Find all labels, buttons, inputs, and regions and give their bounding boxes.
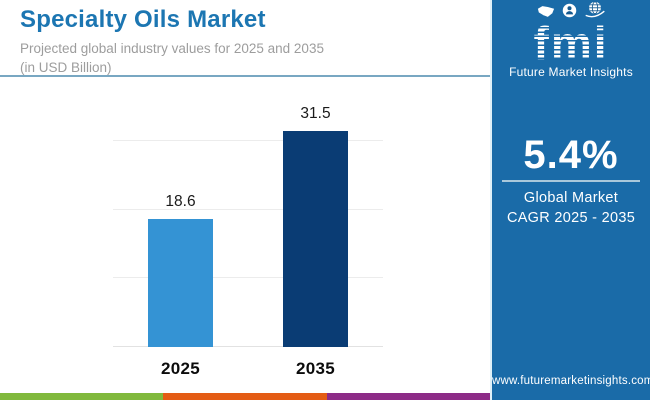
bar-plot: 18.6 2025 31.5 2035 bbox=[113, 105, 383, 378]
value-label: 31.5 bbox=[300, 104, 331, 122]
bar-2035 bbox=[283, 130, 348, 347]
footer-stripes bbox=[0, 393, 490, 400]
page-title: Specialty Oils Market bbox=[20, 6, 266, 33]
bar-2025 bbox=[148, 219, 213, 347]
chart-panel: Specialty Oils Market Projected global i… bbox=[0, 6, 490, 378]
stat-divider bbox=[502, 180, 640, 182]
footer-stripe-3 bbox=[326, 393, 490, 400]
category-label: 2035 bbox=[295, 359, 336, 378]
x-axis-baseline bbox=[113, 346, 383, 347]
fmi-logo-tagline: Future Market Insights bbox=[509, 65, 633, 79]
person-icon bbox=[562, 3, 577, 23]
subtitle-line-1: Projected global industry values for 202… bbox=[20, 41, 324, 56]
cagr-label-line-2: CAGR 2025 - 2035 bbox=[506, 210, 636, 226]
website-link[interactable]: www.futuremarketinsights.com bbox=[492, 375, 650, 387]
logo-icon-row bbox=[492, 1, 650, 23]
page-subtitle: Projected global industry values for 202… bbox=[20, 40, 324, 77]
value-label: 18.6 bbox=[165, 193, 196, 211]
brand-sidebar: fmi Future Market Insights 5.4% Global M… bbox=[490, 0, 650, 400]
gridline bbox=[113, 140, 383, 142]
subtitle-line-2: (in USD Billion) bbox=[20, 59, 112, 75]
category-label: 2025 bbox=[160, 359, 201, 378]
cagr-label: Global Market CAGR 2025 - 2035 bbox=[492, 188, 650, 228]
fmi-logo: fmi Future Market Insights bbox=[492, 1, 650, 79]
cagr-value: 5.4% bbox=[523, 133, 619, 177]
footer-stripe-2 bbox=[163, 393, 327, 400]
footer-stripe-1 bbox=[0, 393, 164, 400]
globe-icon bbox=[584, 1, 606, 23]
gridline bbox=[113, 208, 383, 210]
header-divider bbox=[0, 75, 490, 77]
fmi-logo-text: fmi bbox=[492, 20, 650, 66]
map-icon bbox=[537, 5, 555, 23]
cagr-label-line-1: Global Market bbox=[523, 190, 619, 206]
gridline bbox=[113, 277, 383, 279]
